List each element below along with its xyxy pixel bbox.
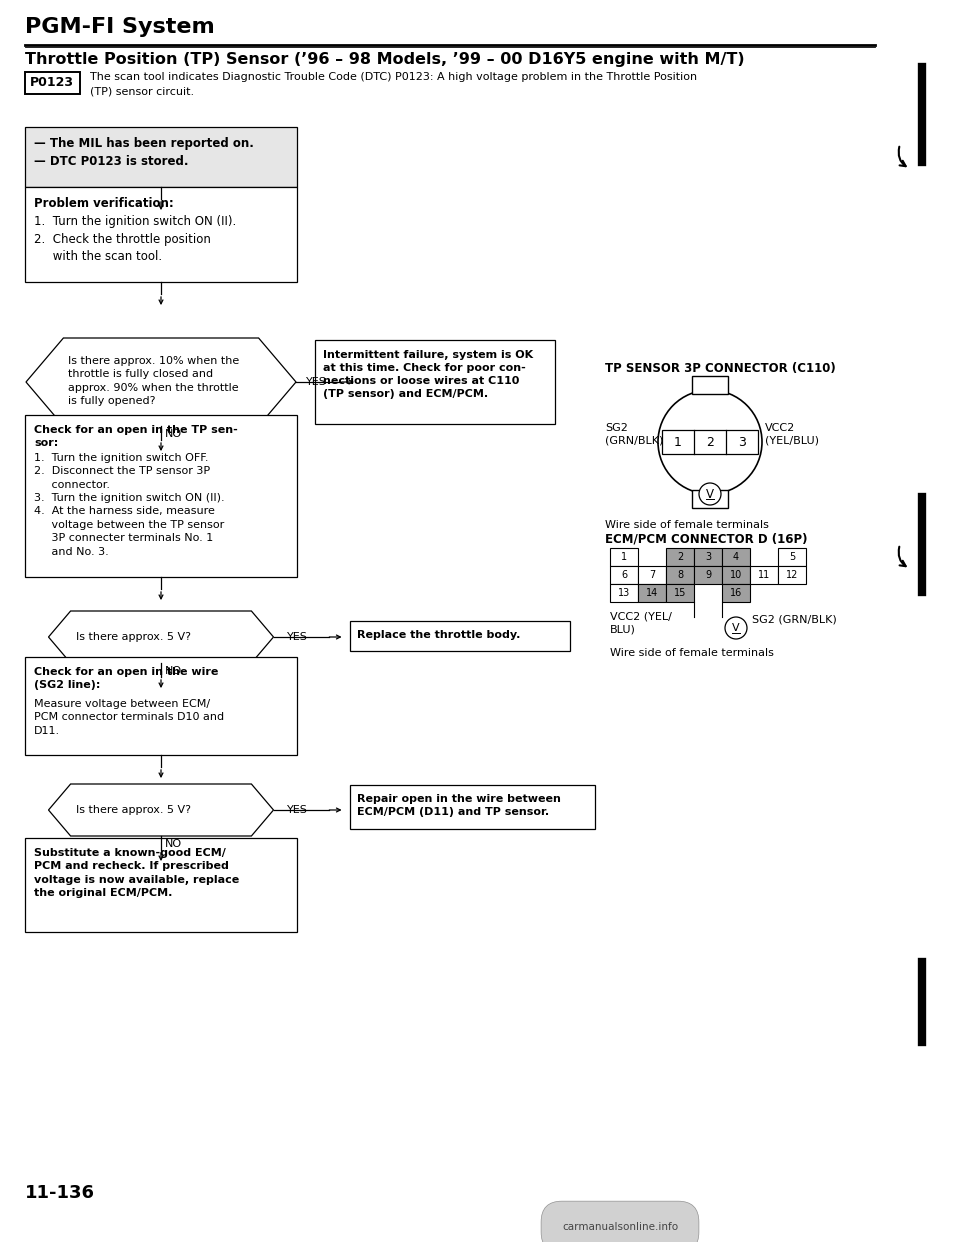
FancyBboxPatch shape xyxy=(666,548,694,566)
Text: 10: 10 xyxy=(730,570,742,580)
Text: 3: 3 xyxy=(705,551,711,561)
Text: Is there approx. 5 V?: Is there approx. 5 V? xyxy=(76,805,191,815)
Text: 8: 8 xyxy=(677,570,684,580)
Polygon shape xyxy=(49,611,274,663)
Polygon shape xyxy=(26,338,296,426)
Text: Repair open in the wire between
ECM/PCM (D11) and TP sensor.: Repair open in the wire between ECM/PCM … xyxy=(357,794,561,817)
Text: Intermittent failure, system is OK
at this time. Check for poor con-
nections or: Intermittent failure, system is OK at th… xyxy=(323,350,533,399)
Text: 1.  Turn the ignition switch OFF.
2.  Disconnect the TP sensor 3P
     connector: 1. Turn the ignition switch OFF. 2. Disc… xyxy=(34,453,225,556)
FancyBboxPatch shape xyxy=(610,548,638,566)
FancyBboxPatch shape xyxy=(350,785,595,828)
Text: Replace the throttle body.: Replace the throttle body. xyxy=(357,630,520,640)
Text: 4: 4 xyxy=(732,551,739,561)
FancyBboxPatch shape xyxy=(350,621,570,651)
Text: 2: 2 xyxy=(706,436,714,448)
Text: NO: NO xyxy=(165,428,182,438)
Text: 2: 2 xyxy=(677,551,684,561)
FancyBboxPatch shape xyxy=(722,566,750,584)
Text: 9: 9 xyxy=(705,570,711,580)
Text: 6: 6 xyxy=(621,570,627,580)
Text: VCC2
(YEL/BLU): VCC2 (YEL/BLU) xyxy=(765,422,819,445)
Text: V: V xyxy=(706,488,714,501)
FancyBboxPatch shape xyxy=(750,566,778,584)
Text: Check for an open in the wire
(SG2 line):: Check for an open in the wire (SG2 line)… xyxy=(34,667,218,689)
Text: ECM/PCM CONNECTOR D (16P): ECM/PCM CONNECTOR D (16P) xyxy=(605,532,807,545)
Text: — The MIL has been reported on.
— DTC P0123 is stored.: — The MIL has been reported on. — DTC P0… xyxy=(34,137,253,168)
Text: P0123: P0123 xyxy=(30,77,74,89)
FancyBboxPatch shape xyxy=(638,566,666,584)
Text: SG2
(GRN/BLK): SG2 (GRN/BLK) xyxy=(605,422,663,445)
Text: 11-136: 11-136 xyxy=(25,1184,95,1202)
Text: PGM-FI System: PGM-FI System xyxy=(25,17,215,37)
Text: YES: YES xyxy=(286,805,307,815)
Text: 12: 12 xyxy=(786,570,798,580)
Text: 7: 7 xyxy=(649,570,655,580)
Text: NO: NO xyxy=(165,840,182,850)
Text: VCC2 (YEL/
BLU): VCC2 (YEL/ BLU) xyxy=(610,612,672,635)
Polygon shape xyxy=(49,784,274,836)
FancyBboxPatch shape xyxy=(315,340,555,424)
FancyBboxPatch shape xyxy=(778,566,806,584)
Text: Is there approx. 10% when the
throttle is fully closed and
approx. 90% when the : Is there approx. 10% when the throttle i… xyxy=(68,356,240,406)
FancyBboxPatch shape xyxy=(694,566,722,584)
FancyBboxPatch shape xyxy=(25,838,297,932)
Circle shape xyxy=(699,483,721,505)
Text: 11: 11 xyxy=(757,570,770,580)
Text: Problem verification:: Problem verification: xyxy=(34,197,174,210)
Text: Measure voltage between ECM/
PCM connector terminals D10 and
D11.: Measure voltage between ECM/ PCM connect… xyxy=(34,699,224,735)
Text: 1: 1 xyxy=(674,436,682,448)
Text: SG2 (GRN/BLK): SG2 (GRN/BLK) xyxy=(752,615,837,625)
FancyBboxPatch shape xyxy=(25,657,297,755)
Text: 15: 15 xyxy=(674,587,686,597)
FancyBboxPatch shape xyxy=(25,127,297,188)
Text: Throttle Position (TP) Sensor (’96 – 98 Models, ’99 – 00 D16Y5 engine with M/T): Throttle Position (TP) Sensor (’96 – 98 … xyxy=(25,52,745,67)
FancyBboxPatch shape xyxy=(666,566,694,584)
Text: 13: 13 xyxy=(618,587,630,597)
Text: YES: YES xyxy=(286,632,307,642)
Text: 5: 5 xyxy=(789,551,795,561)
FancyBboxPatch shape xyxy=(692,491,728,508)
FancyBboxPatch shape xyxy=(722,548,750,566)
Text: TP SENSOR 3P CONNECTOR (C110): TP SENSOR 3P CONNECTOR (C110) xyxy=(605,361,836,375)
Text: V: V xyxy=(732,623,740,633)
FancyBboxPatch shape xyxy=(638,584,666,602)
FancyBboxPatch shape xyxy=(25,188,297,282)
Text: carmanualsonline.info: carmanualsonline.info xyxy=(562,1222,678,1232)
Text: 1: 1 xyxy=(621,551,627,561)
FancyBboxPatch shape xyxy=(610,566,638,584)
Text: Substitute a known-good ECM/
PCM and recheck. If prescribed
voltage is now avail: Substitute a known-good ECM/ PCM and rec… xyxy=(34,848,239,898)
FancyBboxPatch shape xyxy=(694,548,722,566)
FancyBboxPatch shape xyxy=(778,548,806,566)
Text: 3: 3 xyxy=(738,436,746,448)
Text: Is there approx. 5 V?: Is there approx. 5 V? xyxy=(76,632,191,642)
Text: YES: YES xyxy=(306,378,326,388)
Circle shape xyxy=(658,390,762,494)
FancyBboxPatch shape xyxy=(25,72,80,94)
Text: 14: 14 xyxy=(646,587,659,597)
Text: 1.  Turn the ignition switch ON (II).
2.  Check the throttle position
     with : 1. Turn the ignition switch ON (II). 2. … xyxy=(34,215,236,263)
FancyBboxPatch shape xyxy=(662,430,758,455)
Text: Wire side of female terminals: Wire side of female terminals xyxy=(610,648,774,658)
Text: The scan tool indicates Diagnostic Trouble Code (DTC) P0123: A high voltage prob: The scan tool indicates Diagnostic Troub… xyxy=(90,72,697,82)
FancyBboxPatch shape xyxy=(666,584,694,602)
Text: (TP) sensor circuit.: (TP) sensor circuit. xyxy=(90,86,194,96)
FancyBboxPatch shape xyxy=(692,376,728,394)
Text: Check for an open in the TP sen-
sor:: Check for an open in the TP sen- sor: xyxy=(34,425,238,448)
FancyBboxPatch shape xyxy=(610,584,638,602)
FancyBboxPatch shape xyxy=(722,584,750,602)
Text: Wire side of female terminals: Wire side of female terminals xyxy=(605,520,769,530)
Text: 16: 16 xyxy=(730,587,742,597)
Text: NO: NO xyxy=(165,666,182,676)
Circle shape xyxy=(725,617,747,638)
FancyBboxPatch shape xyxy=(25,415,297,578)
